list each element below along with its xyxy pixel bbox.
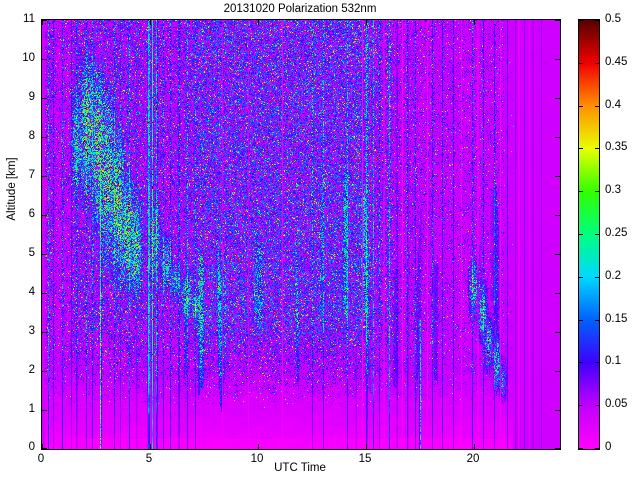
colorbar-tick-right — [595, 148, 599, 149]
x-tick-top — [150, 20, 151, 25]
y-tick — [42, 410, 47, 411]
y-tick — [42, 98, 47, 99]
colorbar-tick — [579, 20, 583, 21]
y-tick-label: 1 — [28, 403, 35, 415]
colorbar-tick-label: 0.45 — [605, 56, 628, 68]
colorbar-tick — [579, 405, 583, 406]
colorbar-tick-label: 0.35 — [605, 141, 628, 153]
colorbar-tick — [579, 148, 583, 149]
colorbar-tick — [579, 234, 583, 235]
page-title: 20131020 Polarization 532nm — [223, 3, 377, 15]
colorbar-tick-right — [595, 191, 599, 192]
colorbar-tick — [579, 191, 583, 192]
y-tick-label: 3 — [28, 325, 35, 337]
y-tick-label: 10 — [22, 52, 35, 64]
y-tick-right — [555, 59, 560, 60]
colorbar-tick-right — [595, 63, 599, 64]
y-tick — [42, 59, 47, 60]
colorbar-tick-right — [595, 20, 599, 21]
x-tick-label: 5 — [145, 453, 153, 465]
x-tick-label: 10 — [250, 453, 264, 465]
colorbar-tick — [579, 106, 583, 107]
colorbar-tick-right — [595, 405, 599, 406]
y-tick-label: 8 — [28, 130, 35, 142]
x-tick-top — [474, 20, 475, 25]
y-tick-right — [555, 448, 560, 449]
colorbar-tick-right — [595, 320, 599, 321]
colorbar — [578, 19, 600, 450]
x-tick-top — [258, 20, 259, 25]
y-tick-label: 11 — [23, 13, 35, 25]
colorbar-tick-right — [595, 106, 599, 107]
colorbar-tick-label: 0.2 — [605, 270, 621, 282]
x-axis-title: UTC Time — [274, 462, 326, 474]
heatmap-plot-area — [41, 19, 561, 450]
colorbar-tick-right — [595, 277, 599, 278]
colorbar-tick-label: 0.05 — [605, 398, 628, 410]
x-tick-label: 20 — [466, 453, 480, 465]
colorbar-tick-right — [595, 362, 599, 363]
y-tick-right — [555, 332, 560, 333]
y-tick-label: 6 — [28, 208, 35, 220]
y-tick-right — [555, 20, 560, 21]
colorbar-tick — [579, 448, 583, 449]
colorbar-tick — [579, 362, 583, 363]
y-tick-right — [555, 254, 560, 255]
colorbar-tick — [579, 277, 583, 278]
y-tick — [42, 215, 47, 216]
y-axis-title: Altitude [km] — [6, 157, 18, 221]
y-tick-label: 7 — [28, 169, 35, 181]
heatmap-canvas — [42, 20, 560, 449]
y-tick-right — [555, 98, 560, 99]
y-tick — [42, 448, 47, 449]
y-tick-label: 2 — [28, 364, 35, 376]
x-tick — [474, 444, 475, 449]
x-tick-top — [42, 20, 43, 25]
x-tick-label: 0 — [37, 453, 45, 465]
y-tick-right — [555, 137, 560, 138]
y-tick — [42, 332, 47, 333]
colorbar-tick-label: 0.25 — [605, 227, 628, 239]
x-tick — [150, 444, 151, 449]
colorbar-tick — [579, 320, 583, 321]
colorbar-canvas — [579, 20, 599, 449]
colorbar-tick-label: 0.5 — [605, 13, 621, 25]
colorbar-tick-label: 0 — [605, 441, 612, 453]
y-tick-label: 9 — [28, 91, 35, 103]
y-tick-right — [555, 293, 560, 294]
x-tick — [258, 444, 259, 449]
y-tick-label: 5 — [28, 247, 35, 259]
y-tick-right — [555, 371, 560, 372]
y-tick-right — [555, 215, 560, 216]
x-tick — [42, 444, 43, 449]
y-tick — [42, 20, 47, 21]
colorbar-tick-right — [595, 234, 599, 235]
colorbar-tick-label: 0.4 — [605, 99, 621, 111]
x-tick — [366, 444, 367, 449]
colorbar-tick-label: 0.3 — [605, 184, 621, 196]
y-tick — [42, 371, 47, 372]
x-tick-top — [366, 20, 367, 25]
colorbar-tick-right — [595, 448, 599, 449]
y-tick — [42, 254, 47, 255]
y-tick-right — [555, 176, 560, 177]
colorbar-tick-label: 0.15 — [605, 313, 628, 325]
y-tick — [42, 137, 47, 138]
colorbar-tick — [579, 63, 583, 64]
x-tick-label: 15 — [358, 453, 372, 465]
y-tick-label: 4 — [28, 286, 35, 298]
y-tick — [42, 293, 47, 294]
y-tick-label: 0 — [28, 441, 35, 453]
y-tick-right — [555, 410, 560, 411]
colorbar-tick-label: 0.1 — [605, 355, 621, 367]
y-tick — [42, 176, 47, 177]
